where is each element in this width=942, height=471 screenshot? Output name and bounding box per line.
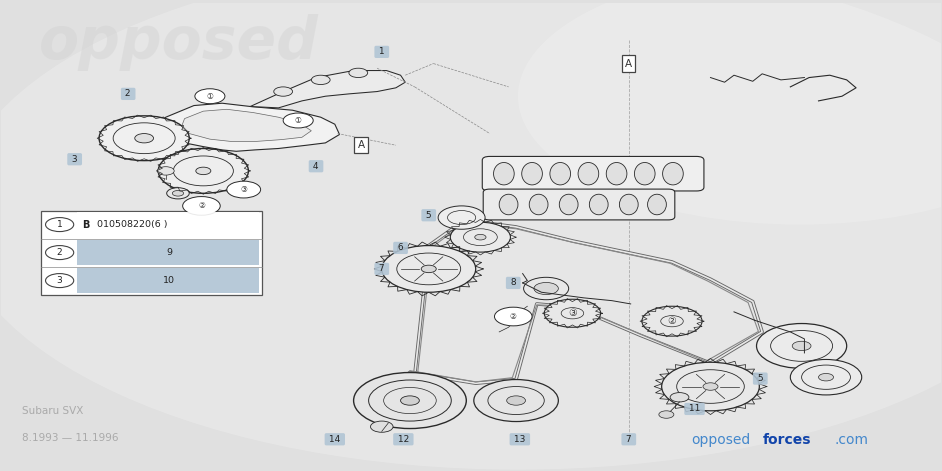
Circle shape	[661, 362, 759, 411]
Circle shape	[792, 341, 811, 350]
Text: 8.1993 — 11.1996: 8.1993 — 11.1996	[22, 432, 119, 443]
Circle shape	[524, 277, 569, 300]
Circle shape	[349, 68, 367, 78]
Circle shape	[312, 75, 330, 85]
Ellipse shape	[518, 0, 942, 225]
Text: 10: 10	[163, 276, 175, 285]
Text: 8: 8	[508, 278, 519, 287]
Ellipse shape	[529, 194, 548, 215]
Circle shape	[45, 218, 73, 232]
Text: 12: 12	[395, 435, 412, 444]
Ellipse shape	[647, 194, 666, 215]
Polygon shape	[159, 103, 339, 151]
Text: Subaru SVX: Subaru SVX	[22, 406, 84, 416]
Text: 7: 7	[376, 264, 387, 273]
Ellipse shape	[634, 162, 655, 185]
Circle shape	[819, 374, 834, 381]
Ellipse shape	[590, 194, 609, 215]
Circle shape	[196, 167, 211, 175]
Circle shape	[227, 181, 261, 198]
Text: 5: 5	[423, 211, 434, 220]
Circle shape	[703, 383, 718, 390]
Bar	[76, 212, 259, 237]
Text: ③: ③	[568, 308, 577, 318]
Circle shape	[158, 148, 249, 193]
Text: 14: 14	[326, 435, 344, 444]
FancyBboxPatch shape	[482, 156, 704, 191]
Ellipse shape	[522, 162, 543, 185]
Ellipse shape	[607, 162, 627, 185]
Circle shape	[274, 87, 293, 96]
Text: 3: 3	[69, 155, 80, 164]
Circle shape	[370, 421, 393, 432]
Bar	[76, 268, 259, 292]
Text: 13: 13	[512, 435, 528, 444]
Text: 1: 1	[57, 220, 62, 229]
Text: 3: 3	[57, 276, 62, 285]
Text: 5: 5	[755, 374, 766, 383]
Text: 7: 7	[623, 435, 635, 444]
Circle shape	[157, 167, 174, 175]
Circle shape	[183, 196, 220, 215]
Text: A: A	[358, 140, 365, 150]
Ellipse shape	[494, 162, 514, 185]
Circle shape	[195, 89, 225, 104]
Circle shape	[495, 307, 532, 326]
Polygon shape	[251, 71, 405, 108]
Circle shape	[135, 134, 154, 143]
Circle shape	[544, 299, 601, 327]
Text: 010508220(6 ): 010508220(6 )	[97, 220, 168, 229]
Circle shape	[507, 396, 526, 405]
Text: 4: 4	[310, 162, 322, 171]
Circle shape	[45, 245, 73, 260]
Text: ②: ②	[668, 316, 676, 326]
Text: opposed: opposed	[39, 14, 318, 71]
Text: ②: ②	[510, 312, 517, 321]
Circle shape	[474, 380, 559, 422]
Bar	[41, 211, 262, 294]
FancyBboxPatch shape	[483, 189, 674, 220]
Text: ①: ①	[295, 116, 301, 125]
Circle shape	[438, 206, 485, 229]
Text: opposed: opposed	[691, 433, 751, 447]
Text: B: B	[82, 219, 89, 229]
Circle shape	[99, 116, 189, 161]
Ellipse shape	[620, 194, 638, 215]
Circle shape	[756, 324, 847, 368]
Text: ②: ②	[198, 202, 204, 211]
Text: 2: 2	[57, 248, 62, 257]
Circle shape	[670, 393, 689, 402]
Text: 9: 9	[166, 248, 172, 257]
Ellipse shape	[578, 162, 599, 185]
Circle shape	[475, 235, 486, 240]
Text: 2: 2	[122, 89, 134, 98]
Ellipse shape	[499, 194, 518, 215]
Text: 1: 1	[376, 48, 387, 57]
Text: 6: 6	[395, 244, 406, 252]
Text: A: A	[625, 58, 632, 69]
Circle shape	[503, 310, 526, 321]
Circle shape	[45, 274, 73, 288]
Ellipse shape	[550, 162, 571, 185]
Text: 11: 11	[686, 405, 703, 414]
Text: forces: forces	[763, 433, 812, 447]
Circle shape	[421, 265, 436, 273]
Circle shape	[167, 188, 189, 199]
Circle shape	[382, 245, 476, 292]
Circle shape	[353, 373, 466, 429]
Circle shape	[400, 396, 419, 405]
Circle shape	[450, 222, 511, 252]
Text: ③: ③	[240, 185, 247, 194]
Circle shape	[642, 306, 702, 336]
Ellipse shape	[662, 162, 683, 185]
Circle shape	[790, 359, 862, 395]
Circle shape	[172, 190, 184, 196]
Text: .com: .com	[835, 433, 869, 447]
Circle shape	[658, 411, 674, 418]
Bar	[76, 240, 259, 265]
Ellipse shape	[560, 194, 578, 215]
Circle shape	[284, 113, 313, 128]
Polygon shape	[182, 109, 312, 141]
Circle shape	[534, 283, 559, 294]
